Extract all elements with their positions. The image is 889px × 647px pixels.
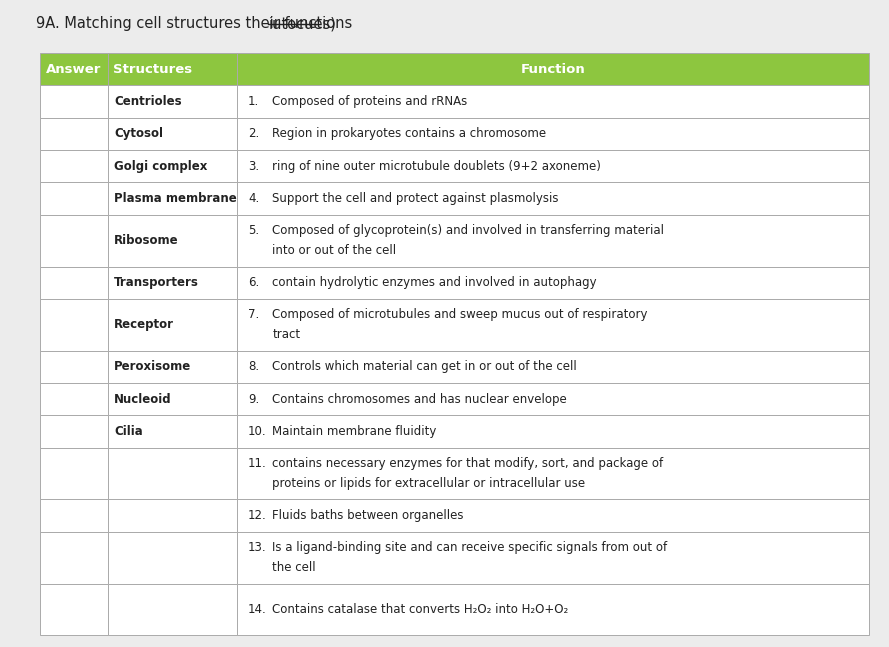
Text: contains necessary enzymes for that modify, sort, and package of: contains necessary enzymes for that modi… [272, 457, 663, 470]
Bar [40, 118, 108, 150]
Bar [108, 267, 236, 299]
Text: tract: tract [272, 328, 300, 341]
Bar [108, 85, 236, 118]
Text: 4.: 4. [248, 192, 260, 205]
Bar [108, 584, 236, 635]
Bar [40, 448, 108, 499]
Bar [236, 383, 869, 415]
Text: Ribosome: Ribosome [115, 234, 179, 247]
Bar [236, 53, 869, 85]
Bar [40, 584, 108, 635]
Bar [236, 351, 869, 383]
Text: 11.: 11. [248, 457, 267, 470]
Bar [40, 215, 108, 267]
Text: contain hydrolytic enzymes and involved in autophagy: contain hydrolytic enzymes and involved … [272, 276, 597, 289]
Bar [108, 118, 236, 150]
Text: Contains catalase that converts H₂O₂ into H₂O+O₂: Contains catalase that converts H₂O₂ int… [272, 603, 568, 616]
Bar [40, 182, 108, 215]
Bar [236, 150, 869, 182]
Text: Composed of microtubules and sweep mucus out of respiratory: Composed of microtubules and sweep mucus… [272, 309, 648, 322]
Bar [236, 299, 869, 351]
Bar [40, 85, 108, 118]
Text: the cell: the cell [272, 561, 316, 574]
Text: Plasma membrane: Plasma membrane [115, 192, 237, 205]
Bar [40, 383, 108, 415]
Bar [40, 499, 108, 532]
Text: 2.: 2. [248, 127, 260, 140]
Text: proteins or lipids for extracellular or intracellular use: proteins or lipids for extracellular or … [272, 477, 585, 490]
Text: 12.: 12. [248, 509, 267, 522]
Bar [40, 532, 108, 584]
Bar [108, 215, 236, 267]
Text: Nucleoid: Nucleoid [115, 393, 172, 406]
Text: 6.: 6. [248, 276, 260, 289]
Bar [108, 299, 236, 351]
Text: Region in prokaryotes contains a chromosome: Region in prokaryotes contains a chromos… [272, 127, 546, 140]
Bar [236, 85, 869, 118]
Bar [236, 584, 869, 635]
Bar [40, 415, 108, 448]
Text: ring of nine outer microtubule doublets (9+2 axoneme): ring of nine outer microtubule doublets … [272, 160, 601, 173]
Text: 3.: 3. [248, 160, 260, 173]
Text: Peroxisome: Peroxisome [115, 360, 191, 373]
Text: Golgi complex: Golgi complex [115, 160, 208, 173]
Text: Cytosol: Cytosol [115, 127, 164, 140]
Text: 8.: 8. [248, 360, 260, 373]
Text: Composed of glycoprotein(s) and involved in transferring material: Composed of glycoprotein(s) and involved… [272, 225, 664, 237]
Text: 9A. Matching cell structures their functions: 9A. Matching cell structures their funct… [36, 16, 352, 32]
Text: 1.: 1. [248, 95, 260, 108]
Text: Composed of proteins and rRNAs: Composed of proteins and rRNAs [272, 95, 468, 108]
Text: Contains chromosomes and has nuclear envelope: Contains chromosomes and has nuclear env… [272, 393, 567, 406]
Text: 9.: 9. [248, 393, 260, 406]
Bar [108, 499, 236, 532]
Text: Transporters: Transporters [115, 276, 199, 289]
Bar [40, 351, 108, 383]
Bar [40, 299, 108, 351]
Text: Controls which material can get in or out of the cell: Controls which material can get in or ou… [272, 360, 577, 373]
Text: Function: Function [521, 63, 585, 76]
Text: Cilia: Cilia [115, 425, 143, 438]
Bar [108, 351, 236, 383]
Text: Support the cell and protect against plasmolysis: Support the cell and protect against pla… [272, 192, 558, 205]
Text: 7.: 7. [248, 309, 260, 322]
Text: Receptor: Receptor [115, 318, 174, 331]
Text: Centrioles: Centrioles [115, 95, 182, 108]
Bar [40, 53, 108, 85]
Text: iutocues): iutocues) [268, 16, 336, 32]
Bar [108, 448, 236, 499]
Bar [236, 448, 869, 499]
Bar [108, 415, 236, 448]
Bar [236, 118, 869, 150]
Text: 13.: 13. [248, 542, 267, 554]
Text: Structures: Structures [114, 63, 193, 76]
Bar [236, 182, 869, 215]
Bar [236, 532, 869, 584]
Text: Answer: Answer [46, 63, 101, 76]
Bar [108, 150, 236, 182]
Text: Maintain membrane fluidity: Maintain membrane fluidity [272, 425, 436, 438]
Text: 10.: 10. [248, 425, 267, 438]
Bar [108, 383, 236, 415]
Text: 5.: 5. [248, 225, 260, 237]
Bar [40, 150, 108, 182]
Bar [108, 53, 236, 85]
Bar [40, 267, 108, 299]
Text: 14.: 14. [248, 603, 267, 616]
Bar [236, 267, 869, 299]
Text: into or out of the cell: into or out of the cell [272, 244, 396, 257]
Bar [108, 532, 236, 584]
Bar [108, 182, 236, 215]
Text: Fluids baths between organelles: Fluids baths between organelles [272, 509, 464, 522]
Bar [236, 215, 869, 267]
Bar [236, 415, 869, 448]
Bar [236, 499, 869, 532]
Text: Is a ligand-binding site and can receive specific signals from out of: Is a ligand-binding site and can receive… [272, 542, 668, 554]
